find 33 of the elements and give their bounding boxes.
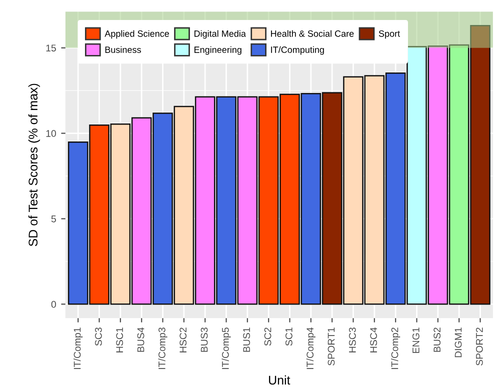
x-tick-label: HSC1 <box>116 328 124 352</box>
x-tick-label: BUS2 <box>434 328 441 352</box>
x-tick-label: IT/Comp4 <box>306 327 316 369</box>
legend-label: Health & Social Care <box>271 30 354 37</box>
x-tick-label: BUS4 <box>137 327 144 352</box>
legend-label: IT/Computing <box>271 46 324 55</box>
x-tick-label: BUS1 <box>243 328 250 352</box>
x-tick-label: SPORT2 <box>476 328 483 366</box>
legend-label: Engineering <box>194 46 242 55</box>
x-tick-label: SPORT1 <box>328 328 335 366</box>
y-tick-label: 0 <box>51 300 56 308</box>
legend-label: Sport <box>378 30 400 39</box>
x-tick-label: DIGM1 <box>454 328 462 358</box>
x-tick-label: SC2 <box>264 328 272 346</box>
y-tick-label: 15 <box>46 44 56 52</box>
x-tick-label: HSC4 <box>370 327 378 352</box>
legend-label: Applied Science <box>104 30 169 39</box>
legend-label: Business <box>105 46 141 53</box>
x-tick-label: SC3 <box>94 328 102 346</box>
x-tick-label: IT/Comp5 <box>222 328 231 369</box>
x-tick-label: SC1 <box>285 328 292 346</box>
x-tick-label: IT/Comp1 <box>74 328 83 369</box>
y-axis-title: SD of Test Scores (% of max) <box>28 84 40 246</box>
legend-label: Digital Media <box>194 30 246 39</box>
x-tick-label: BUS3 <box>200 328 208 352</box>
x-tick-label: IT/Comp3 <box>158 328 168 369</box>
x-tick-label: HSC3 <box>348 328 356 352</box>
x-tick-label: ENG1 <box>412 328 420 353</box>
x-tick-label: HSC2 <box>180 328 187 352</box>
y-tick-label: 5 <box>51 216 56 222</box>
x-axis-title: Unit <box>269 375 290 385</box>
y-tick-label: 10 <box>46 130 56 137</box>
x-tick-label: IT/Comp2 <box>391 328 400 369</box>
